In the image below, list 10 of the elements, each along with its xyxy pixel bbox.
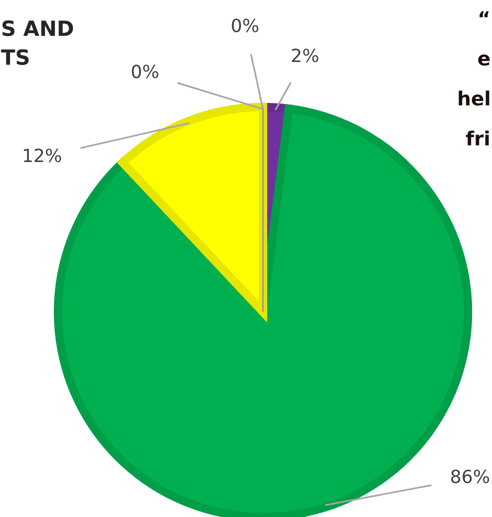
text: fri	[466, 130, 489, 146]
data-label: 2%	[292, 48, 318, 62]
data-label: 12%	[24, 148, 62, 162]
text: hel	[458, 90, 490, 106]
text: e	[478, 54, 490, 66]
text: “	[480, 11, 489, 18]
text: 0%	[132, 64, 158, 78]
data-label: 86%	[451, 470, 490, 484]
chart-title: S AND TS	[1, 20, 74, 65]
text: 0%	[232, 18, 258, 32]
